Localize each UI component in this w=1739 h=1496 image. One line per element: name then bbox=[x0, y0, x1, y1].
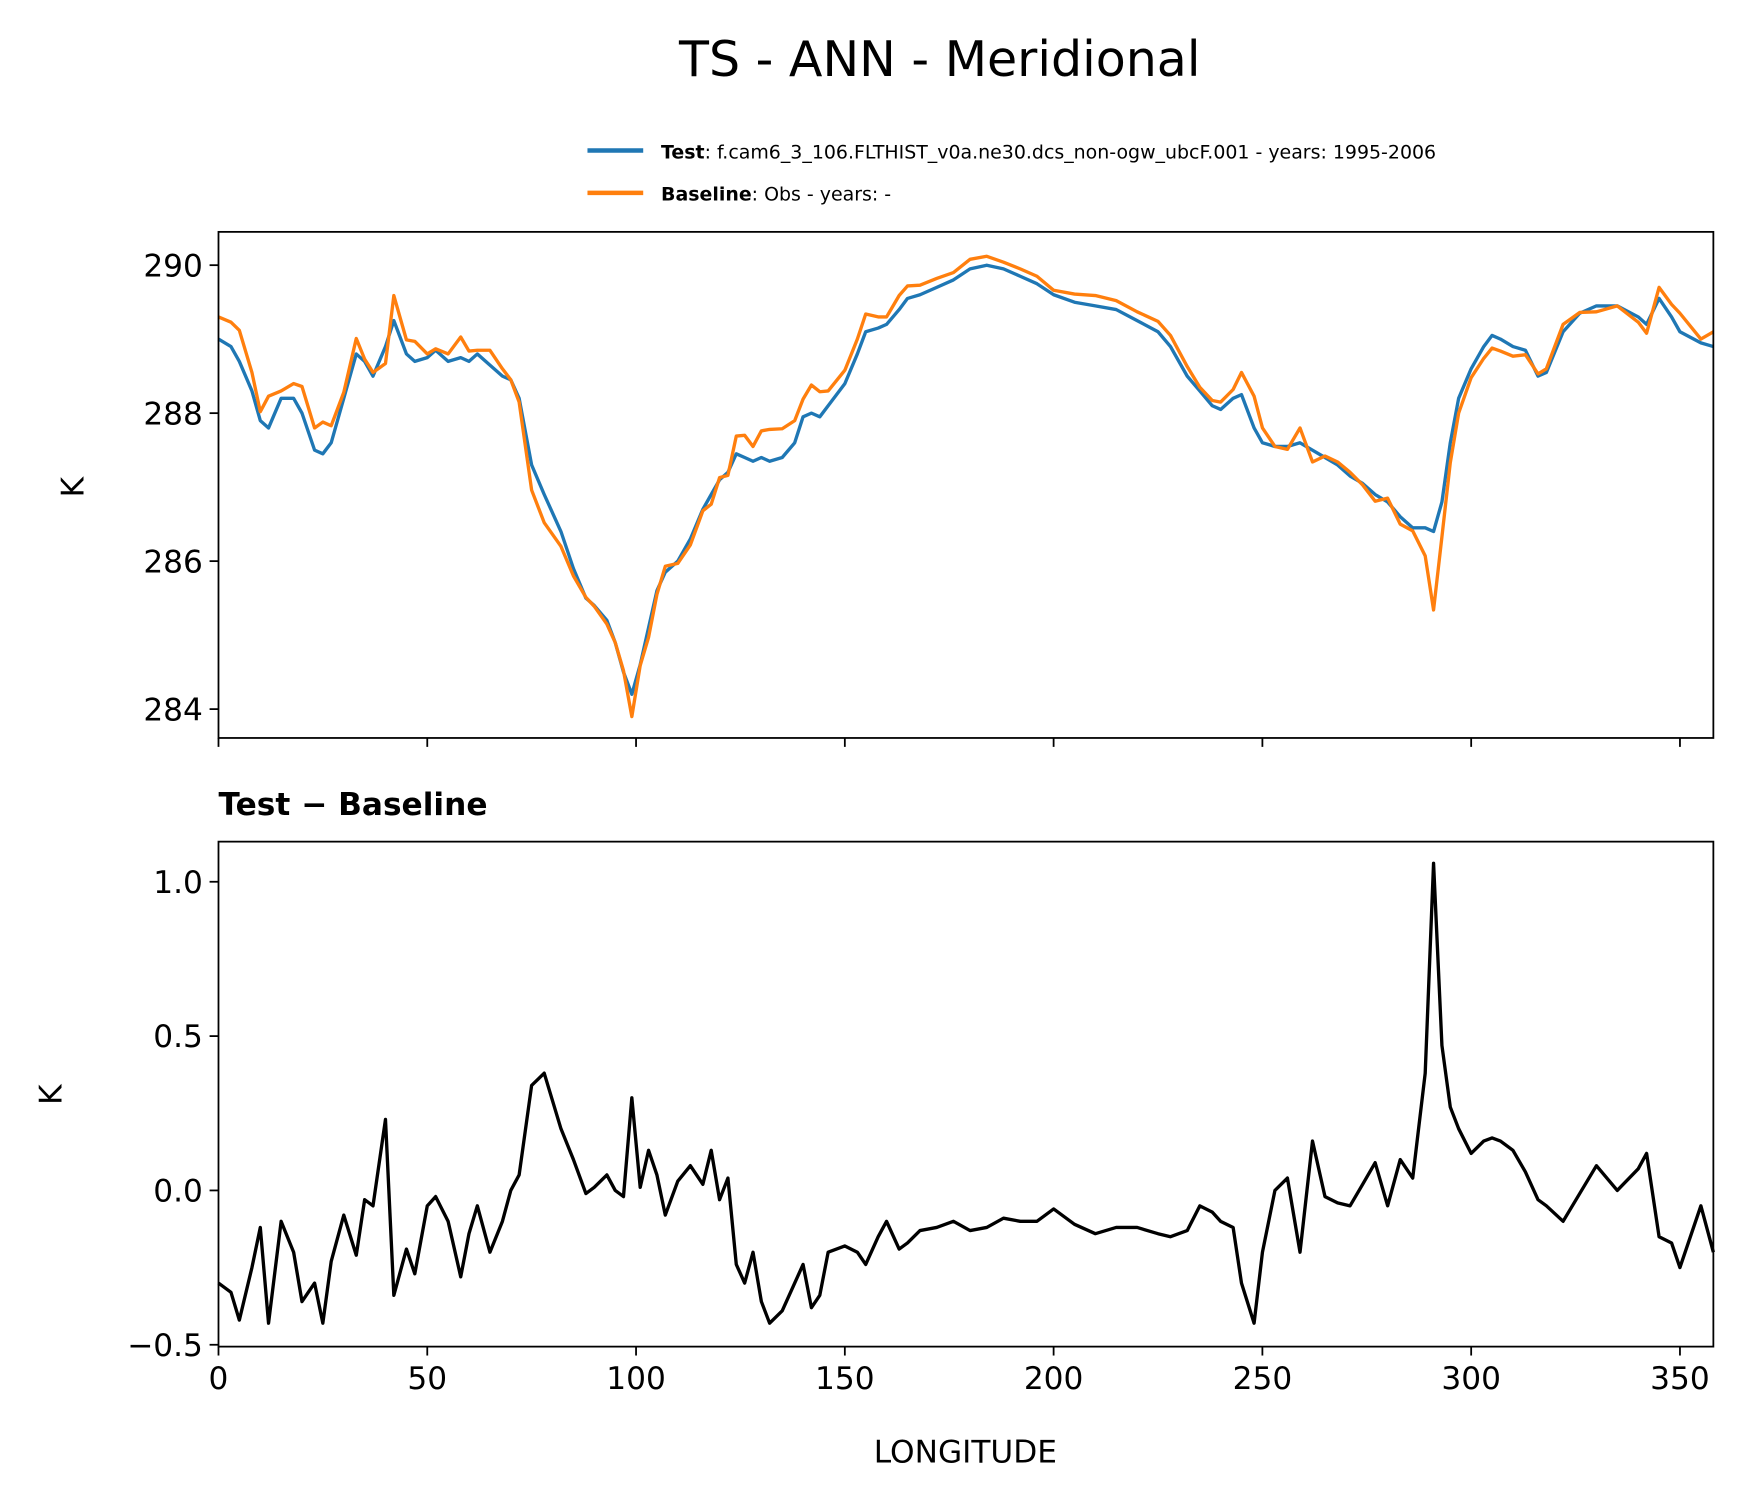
y-tick-label: −0.5 bbox=[127, 1328, 203, 1364]
axes-frame bbox=[217, 840, 1715, 1348]
top-ylabel: K bbox=[56, 475, 92, 497]
top-axes: 284 286 288 290 bbox=[143, 230, 1715, 747]
x-tick-label: 300 bbox=[1441, 1361, 1501, 1397]
figure-title: TS - ANN - Meridional bbox=[678, 30, 1200, 88]
x-tick-label: 150 bbox=[815, 1361, 875, 1397]
x-tick-label: 50 bbox=[407, 1361, 447, 1397]
bottom-xlabel: LONGITUDE bbox=[874, 1435, 1057, 1471]
y-tick-label: 290 bbox=[143, 248, 203, 284]
y-tick-label: 286 bbox=[143, 544, 203, 580]
svg-text:Baseline: Obs - years: -: Baseline: Obs - years: - bbox=[661, 184, 891, 206]
legend-baseline-label: Baseline bbox=[661, 184, 752, 206]
bottom-ylabel: K bbox=[33, 1083, 69, 1105]
y-tick-label: 288 bbox=[143, 396, 203, 432]
bottom-panel-title: Test − Baseline bbox=[218, 787, 487, 823]
bottom-axes: 0 50 100 150 200 250 300 350 −0.5 0.0 0.5 1.0 bbox=[127, 840, 1715, 1397]
y-tick-label: 1.0 bbox=[153, 865, 203, 901]
legend-test-desc: : f.cam6_3_106.FLTHIST_v0a.ne30.dcs_non-… bbox=[705, 141, 1436, 163]
y-tick-label: 0.0 bbox=[153, 1174, 203, 1210]
difference-line bbox=[217, 861, 1715, 1325]
y-tick-label: 284 bbox=[143, 692, 203, 728]
x-tick-label: 350 bbox=[1650, 1361, 1710, 1397]
svg-text:Test: f.cam6_3_106.FLTHIST_v0a: Test: f.cam6_3_106.FLTHIST_v0a.ne30.dcs_… bbox=[661, 141, 1436, 163]
y-tick-label: 0.5 bbox=[153, 1019, 203, 1055]
x-tick-label: 100 bbox=[606, 1361, 666, 1397]
x-tick-label: 0 bbox=[209, 1361, 229, 1397]
x-tick-label: 200 bbox=[1024, 1361, 1084, 1397]
legend-test-label: Test bbox=[661, 141, 705, 163]
legend: Test: f.cam6_3_106.FLTHIST_v0a.ne30.dcs_… bbox=[587, 141, 1436, 206]
baseline-line bbox=[217, 254, 1715, 719]
x-tick-label: 250 bbox=[1233, 1361, 1293, 1397]
legend-baseline-desc: : Obs - years: - bbox=[752, 184, 891, 206]
axes-frame bbox=[217, 230, 1715, 739]
test-line bbox=[217, 263, 1714, 696]
